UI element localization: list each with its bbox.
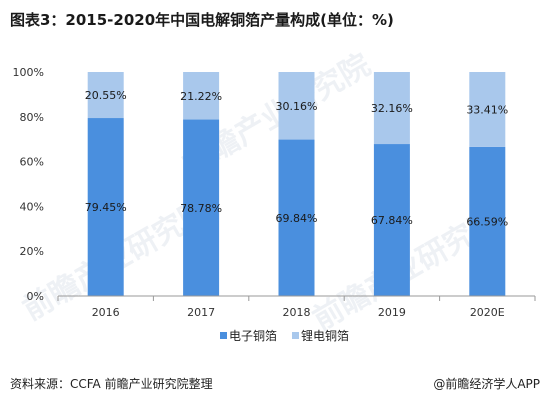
y-tick-label: 60% [20, 156, 44, 169]
data-label: 69.84% [276, 212, 318, 225]
y-tick-label: 20% [20, 245, 44, 258]
legend-label: 电子铜箔 [229, 328, 277, 343]
data-label: 21.22% [180, 90, 222, 103]
bar-electronic-2019 [373, 144, 410, 296]
legend-label: 锂电铜箔 [301, 328, 349, 343]
data-label: 79.45% [85, 201, 127, 214]
chart: 0% 20% 40% 60% 80% 100% 79.45% 20.55% 78.78% 21.… [13, 66, 536, 343]
x-tick-label: 2016 [92, 306, 120, 319]
data-label: 33.41% [466, 103, 508, 116]
bar-lithium-2016 [87, 72, 124, 119]
bar-electronic-2016 [87, 118, 124, 296]
data-label: 30.16% [276, 100, 318, 113]
y-tick-label: 80% [20, 111, 44, 124]
bar-lithium-2017 [183, 72, 220, 120]
x-tick-label: 2019 [378, 306, 406, 319]
bar-electronic-2020E [469, 146, 506, 296]
data-label: 78.78% [180, 202, 222, 215]
y-tick-label: 100% [13, 66, 44, 79]
data-label: 66.59% [466, 215, 508, 228]
y-tick-label: 40% [20, 200, 44, 213]
legend-swatch-lithium [292, 332, 299, 339]
bar-lithium-2018 [278, 72, 315, 140]
bar-electronic-2017 [183, 119, 220, 296]
source-note: 资料来源：CCFA 前瞻产业研究院整理 [10, 377, 213, 391]
y-tick-label: 0% [27, 290, 44, 303]
x-tick-label: 2017 [187, 306, 215, 319]
bar-lithium-2020E [469, 72, 506, 147]
bar-electronic-2018 [278, 139, 315, 296]
bar-lithium-2019 [373, 72, 410, 145]
data-label: 32.16% [371, 102, 413, 115]
x-tick-label: 2018 [283, 306, 311, 319]
brand-label: @前瞻经济学人APP [433, 377, 540, 391]
legend-swatch-electronic [220, 332, 227, 339]
data-label: 20.55% [85, 89, 127, 102]
data-label: 67.84% [371, 214, 413, 227]
chart-title: 图表3：2015-2020年中国电解铜箔产量构成(单位：%) [10, 11, 394, 29]
x-tick-label: 2020E [470, 306, 505, 319]
